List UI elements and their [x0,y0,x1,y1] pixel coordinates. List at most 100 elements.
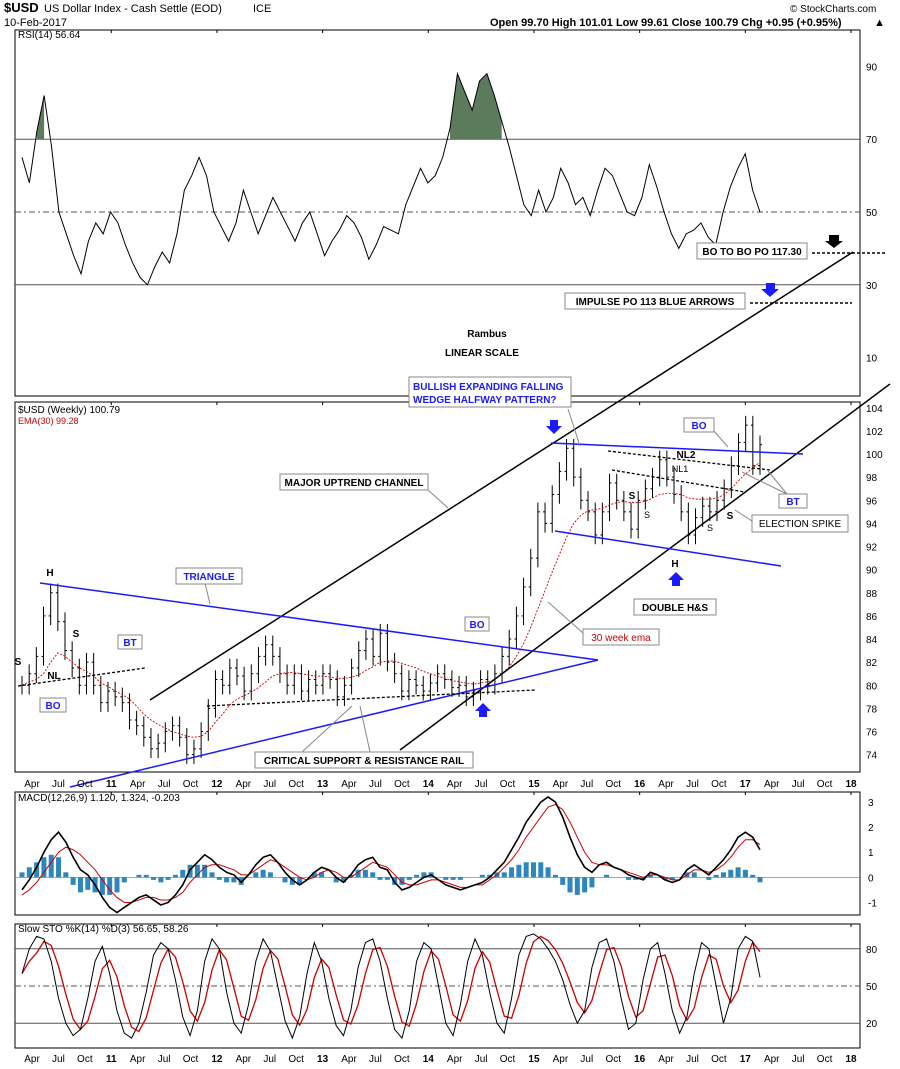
macd-hist-bar [34,862,40,878]
rsi-legend: RSI(14) 56.64 [18,30,81,41]
price-tick-100: 100 [866,450,883,461]
leader-bt-2 [767,470,788,495]
author-label: Rambus [467,329,507,340]
price-tick-74: 74 [866,751,878,762]
triangle-top-line [39,582,599,661]
macd-hist-bar [640,877,646,880]
price-tick-80: 80 [866,681,878,692]
sto-tick-80: 80 [866,945,878,956]
major-channel-lower [399,383,891,751]
macd-hist-bar [297,877,303,885]
x-label-bottom: Apr [447,1054,463,1065]
x-label-bottom: 14 [423,1054,435,1065]
macd-hist-bar [377,877,383,880]
scale-label: LINEAR SCALE [445,348,519,359]
x-label-bottom: 18 [845,1054,857,1065]
macd-hist-bar [669,877,675,880]
bo-to-bo-box: BO TO BO PO 117.30 [696,242,808,260]
x-label-bottom: 12 [211,1054,223,1065]
x-label-price: Oct [605,779,621,790]
macd-hist-bar [158,877,164,883]
leader-election [734,509,753,522]
header-ohlc: Open 99.70 High 101.01 Low 99.61 Close 1… [490,17,842,29]
macd-hist-bar [457,877,463,880]
macd-tick-0: 0 [868,873,874,884]
price-tick-102: 102 [866,427,883,438]
wedge-top-line [550,442,804,455]
panel-frames [14,29,861,1049]
header-name: US Dollar Index - Cash Settle (EOD) [44,3,222,15]
macd-hist-bar [567,877,573,893]
critical-rail-line [206,689,536,707]
x-label-price: Apr [130,779,146,790]
x-label-bottom: Oct [817,1054,833,1065]
macd-hist-bar [209,872,215,878]
shoulder-label-2016-c: S [644,510,650,520]
macd-hist-bar [41,857,47,878]
macd-tick--1: -1 [868,898,877,909]
macd-hist-bar [742,869,748,878]
macd-hist-bar [143,874,149,878]
x-label-price: 14 [423,779,435,790]
macd-hist-bar [70,877,76,885]
macd-hist-bar [319,872,325,878]
shoulder-label-2016-b: S [727,511,734,522]
neckline-label-2010: NL [47,671,60,682]
x-label-bottom: Apr [341,1054,357,1065]
macd-hist-bar [750,874,756,878]
x-label-price: Apr [553,779,569,790]
critical-rail-label: CRITICAL SUPPORT & RESISTANCE RAIL [264,756,464,767]
bt-label-2010: BT [123,638,136,649]
macd-hist-bar [282,877,288,883]
macd-hist-bar [311,872,317,878]
macd-hist-bar [231,877,237,883]
macd-hist-bar [238,877,244,885]
price-tick-82: 82 [866,658,878,669]
price-tick-76: 76 [866,728,878,739]
macd-hist-bar [450,877,456,880]
macd-hist-bar [136,874,142,878]
macd-hist-bar [151,877,157,880]
macd-hist-bar [406,877,412,880]
macd-hist-bar [99,877,105,895]
ema-callout-label: 30 week ema [591,633,651,644]
price-tick-78: 78 [866,704,878,715]
triangle-bottom-line [69,659,599,788]
x-label-bottom: Apr [130,1054,146,1065]
major-channel-box: MAJOR UPTREND CHANNEL [279,473,429,491]
price-tick-96: 96 [866,496,878,507]
price-tick-88: 88 [866,589,878,600]
macd-hist-bar [362,869,368,878]
macd-hist-bar [516,864,522,878]
macd-line [21,796,761,914]
macd-hist-bar [224,877,230,883]
x-label-bottom: Jul [158,1054,171,1065]
x-label-bottom: Jul [792,1054,805,1065]
x-label-price: Oct [500,779,516,790]
header-up-arrow-icon: ▲ [874,17,885,29]
leader-triangle [204,582,211,605]
macd-hist-bar [479,874,485,878]
macd-hist-bar [253,872,259,878]
bo-label-2010: BO [46,701,61,712]
x-label-price: Apr [447,779,463,790]
nl1-label: NL1 [672,464,689,474]
macd-hist-bar [114,877,120,893]
x-label-bottom: Oct [288,1054,304,1065]
macd-hist-bar [63,872,69,878]
x-label-price: Apr [236,779,252,790]
ema-callout-box: 30 week ema [582,628,660,646]
x-label-price: Oct [817,779,833,790]
leader-major-channel [427,489,449,509]
macd-hist-bar [341,877,347,883]
x-label-bottom: Apr [236,1054,252,1065]
impulse-label: IMPULSE PO 113 BLUE ARROWS [576,297,735,308]
triangle-box: TRIANGLE [175,567,243,585]
x-label-bottom: Oct [183,1054,199,1065]
x-label-price: Jul [580,779,593,790]
macd-hist-bar [545,867,551,878]
bo-box-2014: BO [464,616,490,632]
bt-box-2016: BT [778,493,808,509]
sto-legend: Slow STO %K(14) %D(3) 56.65, 58.26 [18,924,189,935]
